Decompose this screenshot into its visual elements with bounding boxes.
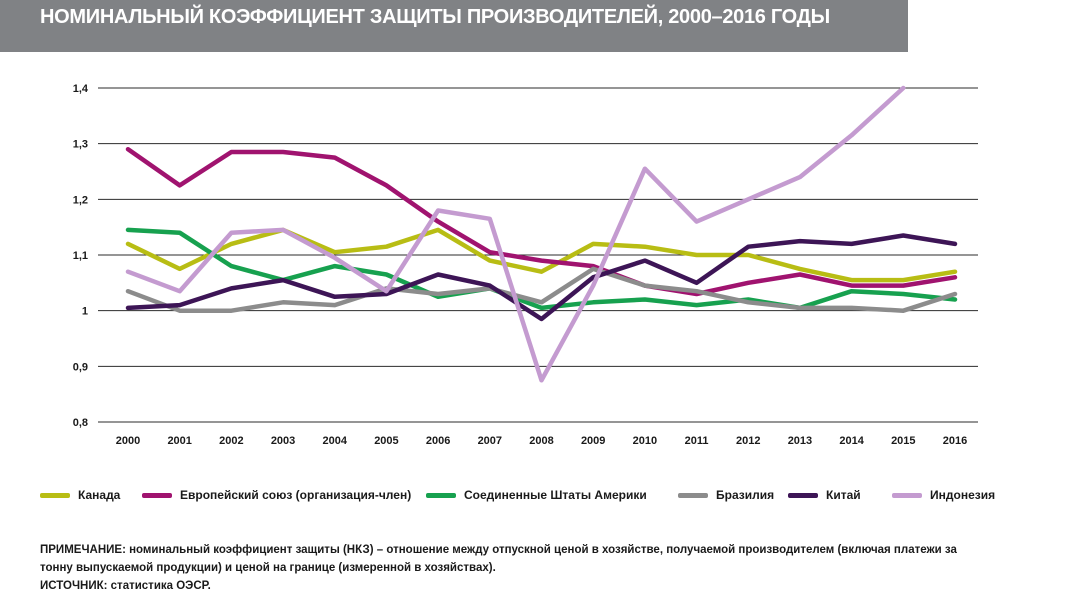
legend-label: Индонезия [930, 488, 996, 502]
x-tick-label: 2012 [736, 435, 760, 447]
legend-swatch [40, 492, 70, 498]
legend-label: Европейский союз (организация-член) [180, 488, 412, 502]
note-line-2: тонну выпускаемой продукции) и ценой на … [40, 562, 496, 574]
series-line [125, 85, 906, 383]
series-line [125, 266, 958, 313]
x-tick-label: 2009 [581, 435, 605, 447]
x-tick-label: 2008 [529, 435, 553, 447]
series-line [125, 233, 958, 322]
x-tick-label: 2010 [633, 435, 657, 447]
legend-swatch [142, 492, 172, 498]
y-tick-label: 1,4 [73, 83, 89, 95]
title-bar: НОМИНАЛЬНЫЙ КОЭФФИЦИЕНТ ЗАЩИТЫ ПРОИЗВОДИ… [0, 0, 908, 52]
legend-swatch [892, 492, 922, 498]
x-tick-label: 2003 [271, 435, 295, 447]
x-tick-label: 2016 [943, 435, 967, 447]
x-tick-label: 2002 [219, 435, 243, 447]
chart-title: НОМИНАЛЬНЫЙ КОЭФФИЦИЕНТ ЗАЩИТЫ ПРОИЗВОДИ… [40, 6, 830, 28]
legend: Канада Европейский союз (организация-член… [40, 488, 1060, 506]
note-line-1: ПРИМЕЧАНИЕ: номинальный коэффициент защи… [40, 544, 957, 556]
series-line [125, 146, 958, 297]
legend-item: Бразилия [678, 488, 774, 502]
y-tick-label: 1,1 [73, 250, 88, 262]
x-tick-label: 2015 [891, 435, 915, 447]
line-chart: 0,8 0,9 1 1,1 1,2 1,3 1,4 2000 2001 2002 2003 2004… [73, 83, 978, 447]
x-tick-label: 2000 [116, 435, 140, 447]
x-tick-label: 2001 [167, 435, 191, 447]
y-tick-label: 0,8 [73, 417, 88, 429]
x-tick-label: 2013 [788, 435, 812, 447]
legend-label: Бразилия [716, 488, 775, 502]
legend-label: Канада [78, 488, 121, 502]
y-axis: 0,8 0,9 1 1,1 1,2 1,3 1,4 [73, 83, 89, 429]
legend-item: Соединенные Штаты Америки [426, 488, 647, 502]
x-tick-label: 2014 [839, 435, 864, 447]
legend-swatch [788, 492, 818, 498]
series-line [125, 227, 958, 311]
legend-label: Соединенные Штаты Америки [464, 488, 647, 502]
legend-swatch [678, 492, 708, 498]
legend-item: Индонезия [892, 488, 995, 502]
legend-swatch [426, 492, 456, 498]
note-block: ПРИМЕЧАНИЕ: номинальный коэффициент защи… [40, 541, 1030, 595]
legend-item: Европейский союз (организация-член) [142, 488, 411, 502]
x-tick-label: 2004 [323, 435, 348, 447]
x-tick-label: 2007 [478, 435, 502, 447]
y-tick-label: 1,2 [73, 194, 88, 206]
x-tick-label: 2006 [426, 435, 450, 447]
y-tick-label: 0,9 [73, 361, 88, 373]
source-line: ИСТОЧНИК: статистика ОЭСР. [40, 580, 211, 592]
legend-item: Канада [40, 488, 120, 502]
series-line [125, 227, 958, 283]
y-tick-label: 1 [82, 306, 88, 318]
x-axis: 2000 2001 2002 2003 2004 2005 2006 2007 2008 2009… [116, 435, 967, 447]
series-lines [125, 85, 958, 383]
legend-label: Китай [826, 488, 861, 502]
x-tick-label: 2011 [685, 435, 709, 447]
legend-item: Китай [788, 488, 861, 502]
x-tick-label: 2005 [374, 435, 398, 447]
y-tick-label: 1,3 [73, 139, 88, 151]
